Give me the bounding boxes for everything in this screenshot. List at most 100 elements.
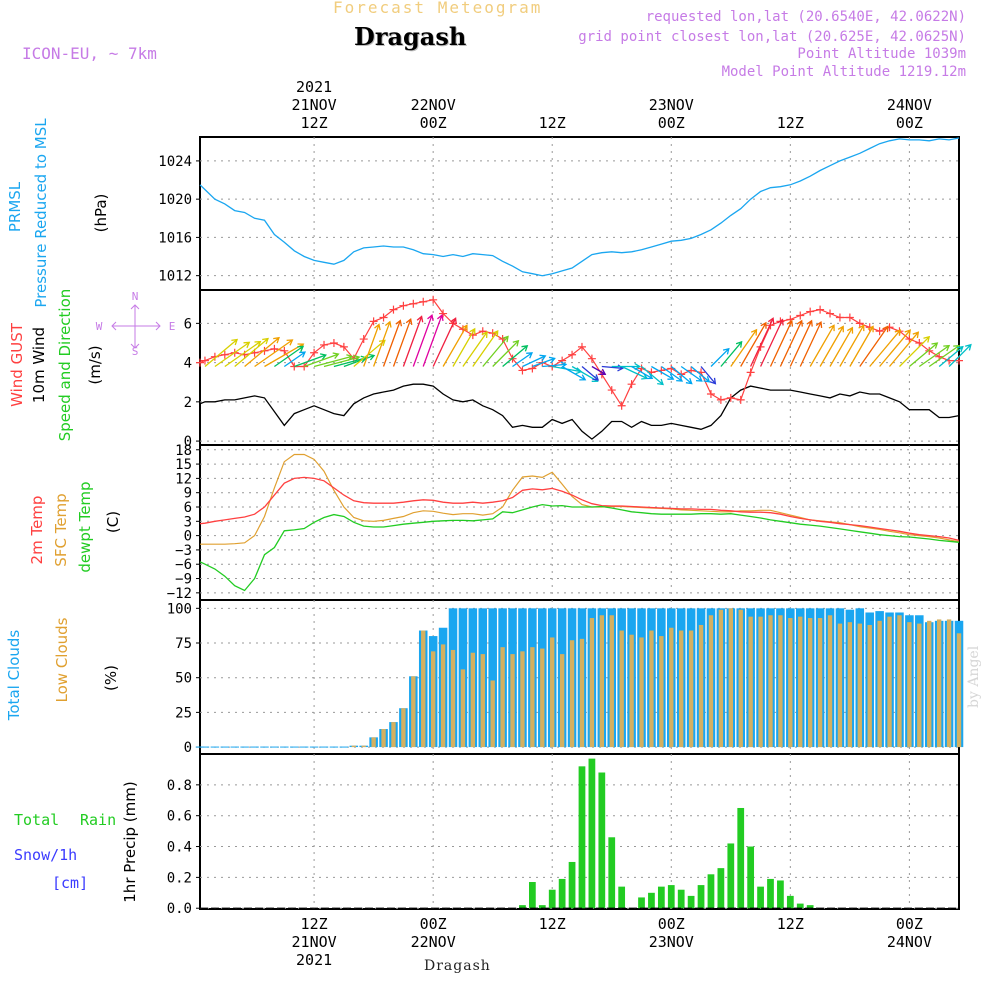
low-cloud-bar — [877, 620, 882, 748]
wind-gust-marker — [339, 342, 348, 351]
pressure-label: PRMSL — [6, 181, 24, 232]
precip-snow-label: Snow/1h — [14, 846, 77, 864]
wind-direction-arrow — [869, 329, 902, 367]
wind-gust-marker — [577, 342, 586, 351]
low-cloud-bar — [520, 651, 525, 748]
wind-gust-marker — [587, 354, 596, 363]
precip-bar — [608, 837, 616, 909]
wind-gust-marker — [558, 356, 567, 365]
wind-unit-label: (m/s) — [86, 345, 104, 384]
low-cloud-bar — [738, 609, 743, 748]
wind-direction-arrow — [651, 365, 675, 380]
wind-direction-arrow — [611, 362, 641, 371]
wind-direction-arrow — [839, 324, 865, 367]
location-title: Dragash — [354, 22, 467, 51]
wind-direction-arrow — [372, 320, 392, 367]
wind-gust-marker — [845, 313, 854, 322]
wind-direction-arrow — [819, 325, 844, 367]
wind-gust-marker — [706, 389, 715, 398]
precip-bar — [558, 878, 566, 909]
clouds-ytick-label: 100 — [167, 601, 192, 617]
wind-direction-arrow — [591, 365, 607, 375]
wind-gust-marker — [915, 338, 924, 347]
low-cloud-bar — [440, 644, 446, 748]
compass-south: S — [132, 345, 139, 358]
low-cloud-bar — [827, 615, 833, 748]
low-cloud-bar — [669, 627, 674, 748]
low-cloud-bar — [589, 618, 595, 748]
wind-direction-arrow — [303, 352, 340, 368]
footer-location: Dragash — [424, 958, 491, 974]
wind-gust-marker — [736, 395, 745, 404]
wind-direction-arrow — [283, 351, 307, 368]
precip-bar — [519, 905, 526, 909]
wind-direction-arrow — [809, 324, 835, 367]
sfc-temp-label: SFC Temp — [52, 493, 70, 566]
low-cloud-bar — [917, 623, 922, 748]
temperature-ytick-label: 18 — [175, 443, 192, 459]
pressure-unit-label: (hPa) — [92, 194, 110, 233]
wind-direction-arrow — [730, 328, 758, 367]
wind-direction-arrow — [432, 317, 457, 367]
wind-direction-arrow — [908, 342, 939, 367]
wind-gust-marker — [835, 313, 844, 322]
low-cloud-bar — [381, 729, 386, 748]
wind-gust-marker — [196, 358, 204, 367]
requested-coordinates: requested lon,lat (20.6540E, 42.0622N) — [645, 9, 966, 25]
precip-bar — [757, 886, 764, 909]
precip-bar — [588, 758, 596, 909]
wind-direction-arrow — [680, 365, 703, 382]
wind-gust-marker — [746, 368, 755, 377]
low-cloud-bar — [550, 637, 555, 748]
pressure-description-label: Pressure Reduced to MSL — [32, 118, 50, 308]
low-cloud-bar — [857, 623, 862, 748]
top-axis-date-label: 24NOV — [887, 96, 932, 114]
top-axis-date-label: 23NOV — [649, 96, 694, 114]
wind-gust-marker — [220, 350, 229, 359]
wind-gust-marker — [726, 393, 735, 402]
pressure-ytick-label: 1020 — [158, 192, 192, 208]
wind-direction-arrow — [631, 365, 654, 380]
wind-direction-arrow — [899, 335, 931, 367]
wind-gust-marker — [796, 311, 805, 320]
wind-direction-arrow — [561, 365, 587, 381]
wind-direction-arrow — [422, 314, 444, 367]
wind-direction-arrow — [720, 340, 743, 367]
low-cloud-bar — [510, 654, 515, 748]
top-axis-time-label: 00Z — [420, 114, 447, 132]
wind-direction-arrow — [750, 317, 775, 367]
point-altitude: Point Altitude 1039m — [797, 46, 966, 62]
wind-gust-marker — [607, 386, 616, 395]
precip-bar — [578, 766, 586, 909]
bottom-axis-date-label: 22NOV — [411, 933, 456, 951]
wind-gust-label: Wind GUST — [8, 322, 26, 407]
wind-gust-marker — [290, 362, 299, 371]
wind-direction-arrow — [224, 340, 262, 368]
precip-ytick-label: 0.4 — [167, 840, 192, 856]
clouds-ytick-label: 75 — [175, 636, 192, 652]
precip-ytick-label: 0.6 — [167, 809, 192, 825]
low-cloud-bar — [401, 708, 406, 748]
model-altitude: Model Point Altitude 1219.12m — [721, 64, 966, 80]
precip-bar — [767, 878, 774, 909]
low-cloud-bar — [946, 619, 952, 748]
precip-panel-frame — [199, 753, 960, 910]
wind-direction-arrow — [859, 325, 889, 367]
wind-gust-marker — [419, 297, 428, 306]
low-cloud-bar — [649, 630, 654, 748]
low-cloud-bar — [728, 608, 733, 748]
wind-direction-arrow — [234, 337, 269, 367]
wind-gust-marker — [855, 319, 864, 328]
wind-gust-marker — [409, 299, 418, 308]
wind-direction-arrow — [472, 329, 499, 367]
wind-direction-arrow — [204, 338, 239, 367]
precip-bar — [548, 889, 556, 909]
low-cloud-bar — [788, 618, 793, 748]
precip-snow-unit-label: [cm] — [52, 874, 88, 892]
wind-gust-marker — [369, 317, 378, 326]
precip-bar — [806, 905, 814, 909]
wind-10m-label: 10m Wind — [30, 327, 48, 403]
product-title: Forecast Meteogram — [333, 0, 543, 17]
precip-bar — [786, 895, 794, 909]
